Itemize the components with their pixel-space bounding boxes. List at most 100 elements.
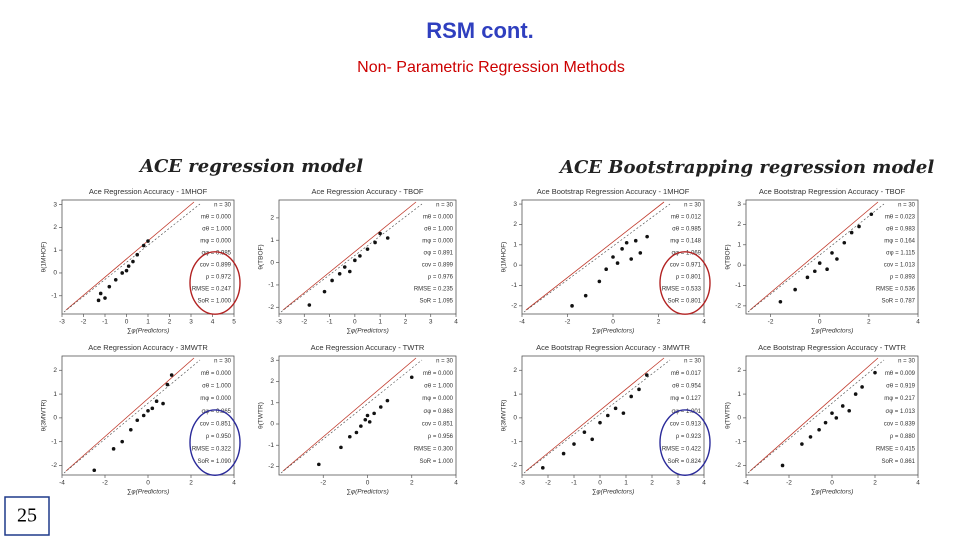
data-point (372, 411, 376, 416)
stat-text: ρ = 0.801 (676, 275, 702, 281)
identity-line (747, 359, 885, 474)
stat-text: σφ = 1.001 (672, 409, 702, 415)
data-point (800, 442, 804, 446)
y-tick-label: 3 (737, 201, 741, 208)
data-point (373, 240, 377, 245)
data-point (307, 303, 312, 307)
plot-frame (521, 355, 705, 476)
data-point (624, 240, 629, 245)
y-tick-label: -1 (268, 442, 274, 449)
x-axis-label: ∑φ(Predictors) (592, 328, 634, 335)
fit-line (749, 357, 879, 472)
stat-text: n = 30 (898, 203, 916, 209)
data-point (120, 439, 124, 444)
x-axis-label: ∑φ(Predictors) (592, 489, 634, 496)
stat-text: σθ = 1.000 (202, 227, 232, 233)
stat-text: SoR = 0.801 (667, 299, 701, 305)
data-point (611, 255, 615, 259)
y-tick-label: -2 (735, 303, 741, 310)
data-point (582, 430, 587, 434)
x-tick-label: 3 (189, 319, 193, 326)
stat-text: n = 30 (214, 203, 232, 209)
data-point (853, 392, 858, 396)
y-tick-label: -2 (268, 304, 274, 311)
data-point (348, 269, 352, 274)
x-tick-label: 0 (125, 319, 129, 326)
y-tick-label: -2 (51, 462, 57, 469)
y-tick-label: -2 (511, 303, 517, 310)
panel-title: Ace Regression Accuracy - 3MWTR (88, 343, 208, 352)
x-tick-label: 0 (366, 480, 370, 487)
x-tick-label: -3 (519, 480, 525, 487)
data-point (780, 463, 785, 468)
stat-text: cov = 1.013 (884, 263, 916, 269)
stat-text: mφ = 0.148 (670, 239, 701, 245)
y-tick-label: 0 (270, 421, 274, 428)
y-tick-label: 1 (737, 242, 741, 249)
data-point (620, 247, 624, 251)
data-point (823, 420, 828, 425)
data-point (385, 398, 390, 403)
data-point (98, 291, 103, 296)
stat-text: n = 30 (684, 359, 702, 365)
stat-text: mθ = 0.023 (885, 215, 916, 221)
stat-text: RMSE = 0.422 (662, 446, 702, 452)
stat-text: σθ = 0.985 (672, 227, 702, 233)
x-tick-label: 1 (378, 319, 382, 326)
y-tick-label: 2 (270, 378, 274, 385)
stat-text: SoR = 1.000 (419, 459, 453, 465)
identity-line (523, 359, 671, 474)
stat-text: cov = 0.851 (200, 421, 232, 427)
stat-text: ρ = 0.893 (890, 275, 916, 281)
x-axis-label: ∑φ(Predictors) (127, 328, 169, 335)
data-point (808, 435, 813, 439)
data-point (869, 212, 874, 217)
data-point (135, 252, 140, 257)
stat-text: cov = 0.899 (422, 263, 454, 269)
data-point (317, 462, 321, 467)
y-tick-label: 0 (53, 270, 57, 277)
data-point (378, 405, 383, 409)
stat-text: RMSE = 0.322 (192, 446, 232, 452)
plot-frame (745, 355, 919, 476)
data-point (834, 416, 839, 420)
y-tick-label: 2 (53, 224, 57, 231)
x-tick-label: -3 (276, 319, 282, 326)
stat-text: σθ = 0.919 (886, 384, 916, 390)
stat-text: RMSE = 0.536 (876, 287, 916, 293)
data-point (337, 271, 342, 276)
y-axis-label: θ(TBOF) (258, 244, 265, 269)
data-point (363, 417, 368, 422)
data-point (561, 451, 566, 456)
y-axis-label: θ(3MWTR) (41, 400, 48, 432)
x-tick-label: -2 (320, 480, 326, 487)
y-tick-label: -1 (51, 292, 57, 299)
panel-title: Ace Regression Accuracy - TWTR (311, 343, 425, 352)
data-point (638, 251, 643, 255)
stat-text: cov = 0.851 (422, 421, 454, 427)
y-tick-label: 0 (737, 415, 741, 422)
data-point (835, 257, 839, 261)
y-tick-label: 2 (737, 221, 741, 228)
data-point (793, 287, 797, 292)
y-tick-label: -2 (511, 462, 517, 469)
stat-text: mθ = 0.009 (885, 371, 916, 377)
x-axis-label: ∑φ(Predictors) (346, 328, 388, 335)
data-point (124, 268, 129, 273)
data-point (146, 408, 150, 413)
stat-text: σφ = 0.863 (424, 409, 454, 415)
data-point (597, 279, 602, 284)
y-tick-label: 2 (270, 215, 274, 222)
data-point (339, 445, 343, 450)
x-tick-label: 0 (146, 480, 150, 487)
stat-text: SoR = 1.000 (197, 299, 231, 305)
data-point (141, 413, 146, 418)
stat-text: mθ = 0.012 (671, 215, 702, 221)
data-point (817, 261, 822, 265)
stat-text: mθ = 0.000 (201, 371, 232, 377)
x-tick-label: -2 (786, 480, 792, 487)
plot-frame (745, 199, 919, 315)
x-axis-label: ∑φ(Predictors) (346, 489, 388, 496)
data-point (778, 299, 783, 304)
